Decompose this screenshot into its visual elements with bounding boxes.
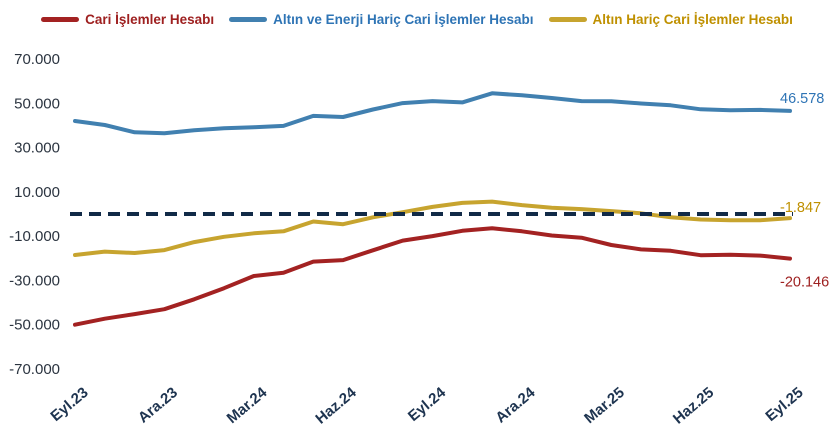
legend-item-cari-islemler: Cari İşlemler Hesabı <box>41 12 214 27</box>
series-end-label-1: 46.578 <box>780 91 824 107</box>
y-axis-tick-label: 50.000 <box>14 95 60 112</box>
legend-label: Altın ve Enerji Hariç Cari İşlemler Hesa… <box>273 12 534 27</box>
series-line-1 <box>73 91 792 136</box>
legend-line-marker-blue <box>229 17 268 22</box>
legend-item-altin-haric: Altın Hariç Cari İşlemler Hesabı <box>548 12 793 27</box>
series-line-0 <box>73 226 792 327</box>
legend-line-marker-gold <box>548 17 587 22</box>
y-axis-tick-label: 30.000 <box>14 140 60 157</box>
x-axis-tick-label: Eyl.24 <box>405 384 450 425</box>
x-axis-tick-label: Eyl.25 <box>762 384 806 425</box>
y-axis-tick-label: -30.000 <box>9 272 60 289</box>
chart-legend: Cari İşlemler Hesabı Altın ve Enerji Har… <box>0 12 834 27</box>
legend-item-altin-ve-enerji-haric: Altın ve Enerji Hariç Cari İşlemler Hesa… <box>229 12 534 27</box>
legend-label: Altın Hariç Cari İşlemler Hesabı <box>592 12 793 27</box>
y-axis-tick-label: -70.000 <box>9 361 60 378</box>
y-axis-tick-label: -10.000 <box>9 228 60 245</box>
series-line-2 <box>73 199 792 257</box>
x-axis-tick-label: Ara.23 <box>135 384 181 427</box>
y-axis-tick-label: 70.000 <box>14 51 60 68</box>
series-end-label-0: -20.146 <box>780 275 829 291</box>
x-axis-tick-label: Haz.25 <box>670 384 717 428</box>
series-end-label-2: -1.847 <box>780 200 821 216</box>
x-axis-tick-label: Mar.24 <box>224 384 271 427</box>
y-axis-tick-label: -50.000 <box>9 317 60 334</box>
legend-line-marker-red <box>41 17 80 22</box>
y-axis-tick-label: 10.000 <box>14 184 60 201</box>
x-axis-tick-label: Haz.24 <box>312 384 360 428</box>
x-axis-tick-label: Eyl.23 <box>47 384 91 425</box>
legend-label: Cari İşlemler Hesabı <box>85 12 215 27</box>
x-axis-tick-label: Mar.25 <box>581 384 628 427</box>
x-axis-tick-label: Ara.24 <box>492 384 539 427</box>
